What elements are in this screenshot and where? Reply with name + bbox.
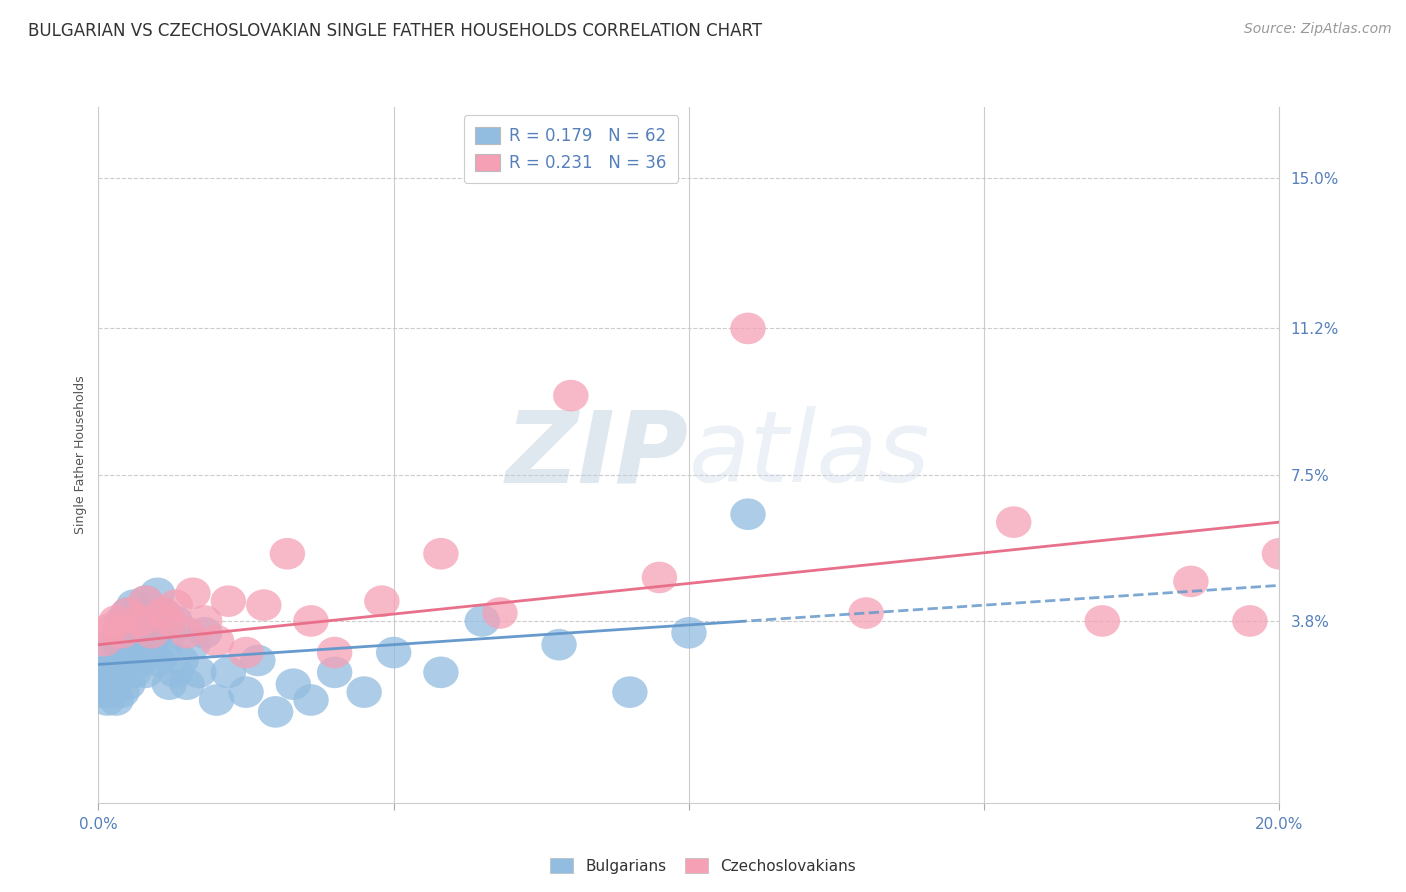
Text: BULGARIAN VS CZECHOSLOVAKIAN SINGLE FATHER HOUSEHOLDS CORRELATION CHART: BULGARIAN VS CZECHOSLOVAKIAN SINGLE FATH… (28, 22, 762, 40)
Legend: R = 0.179   N = 62, R = 0.231   N = 36: R = 0.179 N = 62, R = 0.231 N = 36 (464, 115, 678, 184)
Text: ZIP: ZIP (506, 407, 689, 503)
Y-axis label: Single Father Households: Single Father Households (75, 376, 87, 534)
Text: Source: ZipAtlas.com: Source: ZipAtlas.com (1244, 22, 1392, 37)
Legend: Bulgarians, Czechoslovakians: Bulgarians, Czechoslovakians (544, 852, 862, 880)
Text: atlas: atlas (689, 407, 931, 503)
